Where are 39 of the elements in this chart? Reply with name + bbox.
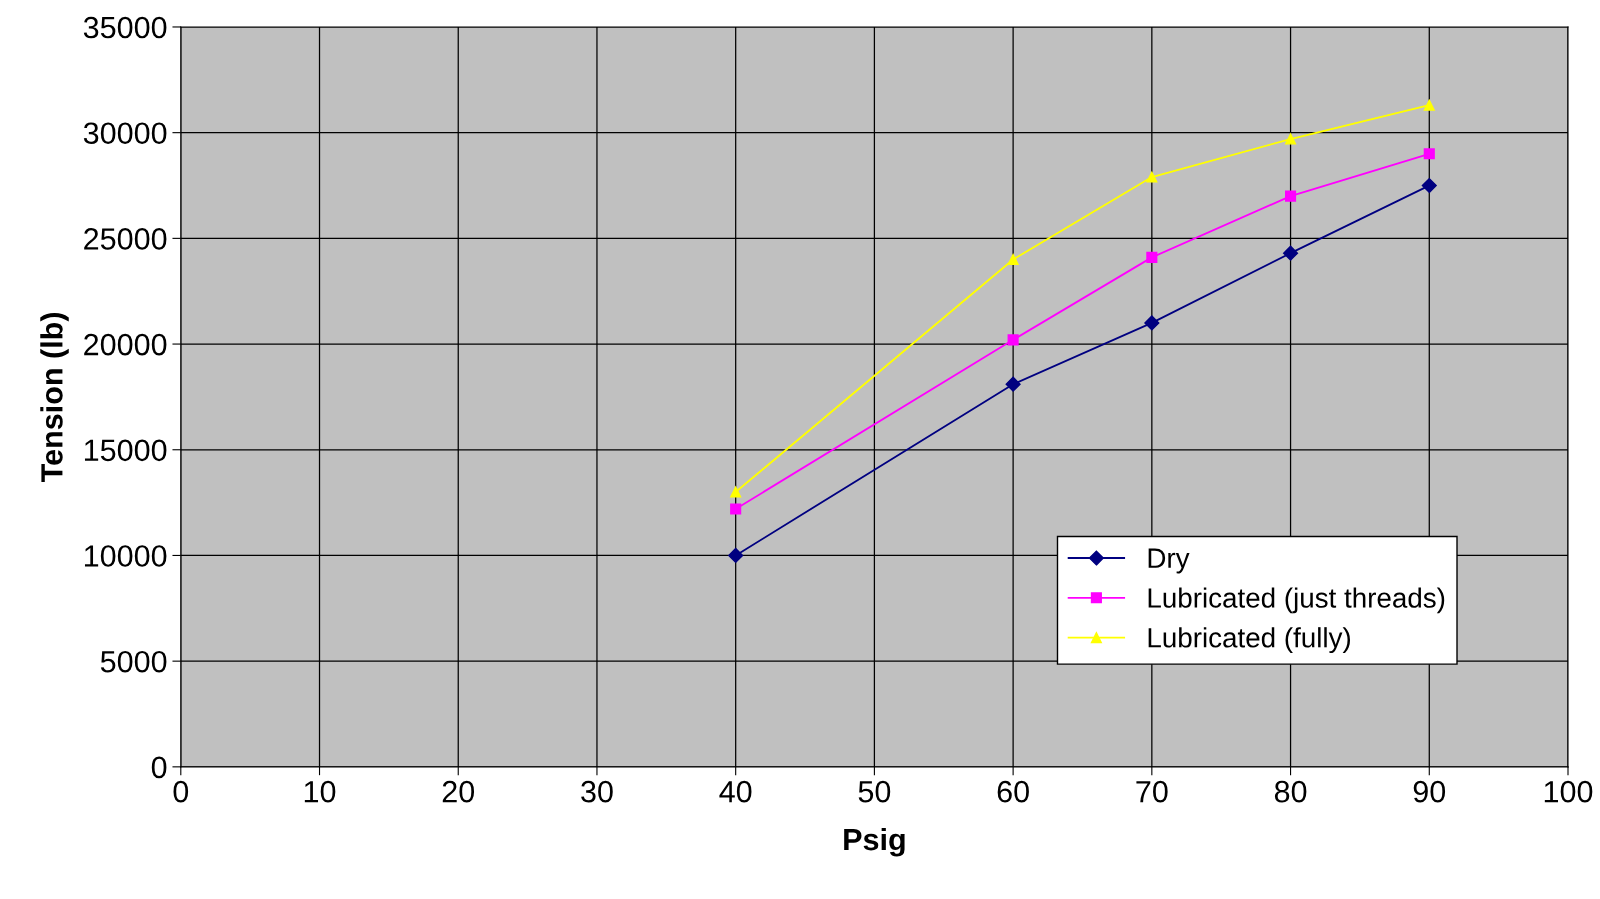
x-tick-label: 50 <box>858 780 891 803</box>
x-tick-label: 10 <box>304 780 336 803</box>
y-tick-label: 30000 <box>83 122 167 145</box>
x-axis-title: Psig <box>844 827 905 857</box>
legend-label: Lubricated (just threads) <box>1148 587 1445 614</box>
point <box>730 503 742 515</box>
point <box>1423 99 1435 111</box>
x-tick-label: 20 <box>442 780 475 803</box>
point <box>1005 376 1021 392</box>
point <box>1421 177 1437 194</box>
point <box>1144 315 1160 331</box>
y-tick-label: 5000 <box>100 650 167 673</box>
point <box>1285 190 1297 202</box>
y-tick-label: 20000 <box>84 333 167 356</box>
y-tick-label: 10000 <box>84 545 167 567</box>
point <box>1007 253 1019 266</box>
point <box>728 547 744 564</box>
x-tick-label: 30 <box>581 780 613 803</box>
y-tick-label: 35000 <box>83 16 167 39</box>
x-tick-label: 80 <box>1274 780 1307 803</box>
x-tick-label: 0 <box>173 780 189 803</box>
y-tick-label: 25000 <box>84 228 167 250</box>
point <box>1423 148 1435 160</box>
legend-label: Lubricated (fully) <box>1148 627 1350 654</box>
y-tick-label: 15000 <box>84 439 167 462</box>
point <box>1285 133 1297 145</box>
legend-label: Dry <box>1148 548 1190 574</box>
x-tick-label: 90 <box>1413 780 1446 803</box>
x-tick-label: 60 <box>997 780 1029 803</box>
point <box>1007 334 1019 346</box>
point <box>1146 171 1158 183</box>
point <box>1146 251 1158 263</box>
x-tick-label: 40 <box>719 780 752 803</box>
point <box>730 486 742 498</box>
x-tick-label: 70 <box>1136 780 1168 803</box>
y-tick-label: 0 <box>151 756 167 779</box>
point <box>1282 245 1299 261</box>
x-tick-label: 100 <box>1544 780 1593 803</box>
y-axis-title: Tension (lb) <box>40 312 69 482</box>
